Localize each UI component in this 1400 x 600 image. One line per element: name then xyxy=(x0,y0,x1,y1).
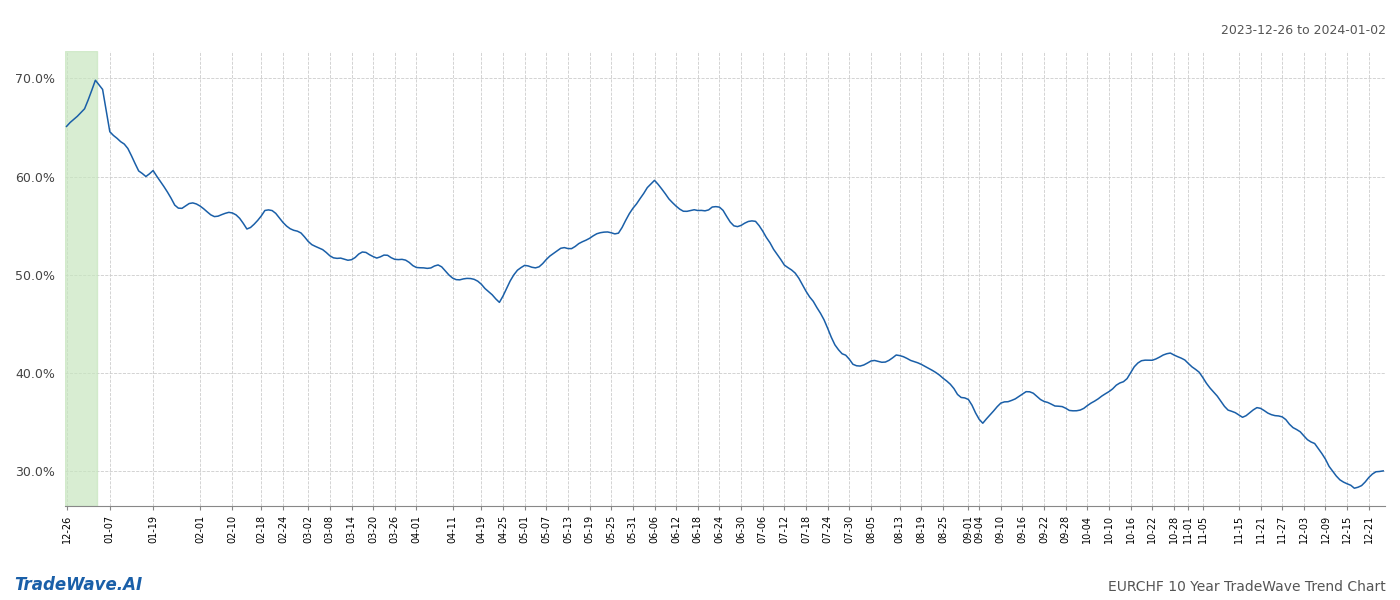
Text: TradeWave.AI: TradeWave.AI xyxy=(14,576,143,594)
Text: EURCHF 10 Year TradeWave Trend Chart: EURCHF 10 Year TradeWave Trend Chart xyxy=(1109,580,1386,594)
Text: 2023-12-26 to 2024-01-02: 2023-12-26 to 2024-01-02 xyxy=(1221,24,1386,37)
Bar xyxy=(64,51,97,506)
